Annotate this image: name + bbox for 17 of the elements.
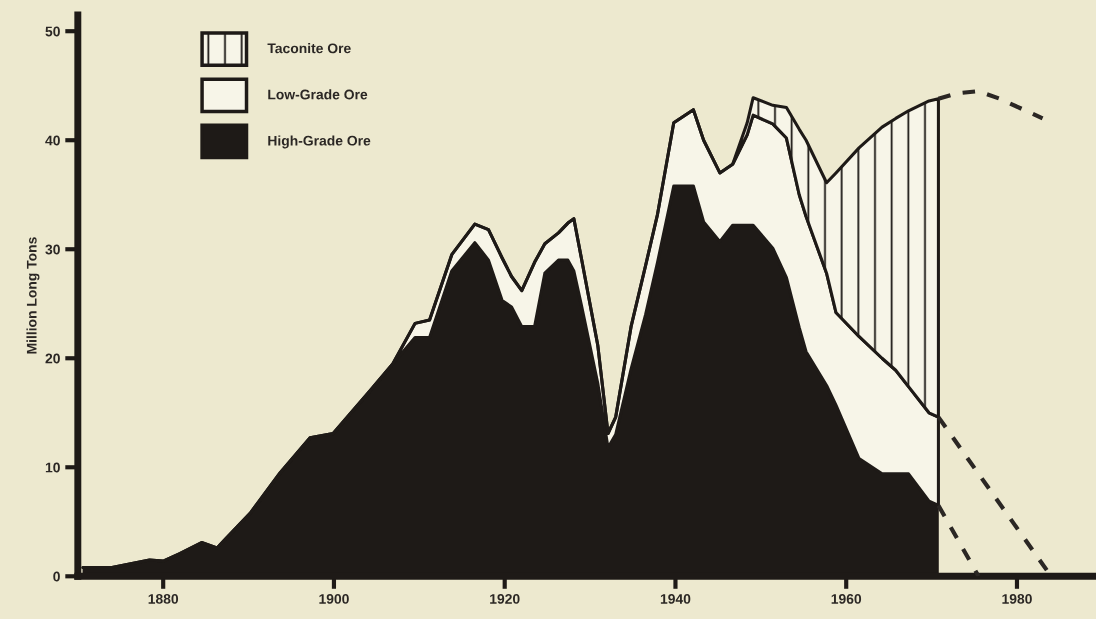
legend-label: Taconite Ore xyxy=(267,43,351,54)
y-axis-title: Million Long Tons xyxy=(26,237,40,354)
y-tick-label: 50 xyxy=(45,26,60,37)
x-tick-label: 1920 xyxy=(490,594,520,604)
y-tick-label: 20 xyxy=(45,353,60,364)
y-tick-label: 30 xyxy=(45,244,60,255)
y-tick-label: 40 xyxy=(45,135,60,146)
legend-label: Low-Grade Ore xyxy=(268,89,368,100)
x-tick-label: 1960 xyxy=(831,594,862,604)
x-tick-label: 1900 xyxy=(319,594,349,604)
y-tick-label: 10 xyxy=(45,462,60,473)
y-tick-label: 0 xyxy=(53,571,60,582)
line-series xyxy=(936,89,1045,121)
x-tick-label: 1980 xyxy=(1002,594,1032,604)
x-tick-label: 1880 xyxy=(148,594,179,604)
legend-label: High-Grade Ore xyxy=(268,135,371,149)
x-tick-label: 1940 xyxy=(660,594,691,604)
